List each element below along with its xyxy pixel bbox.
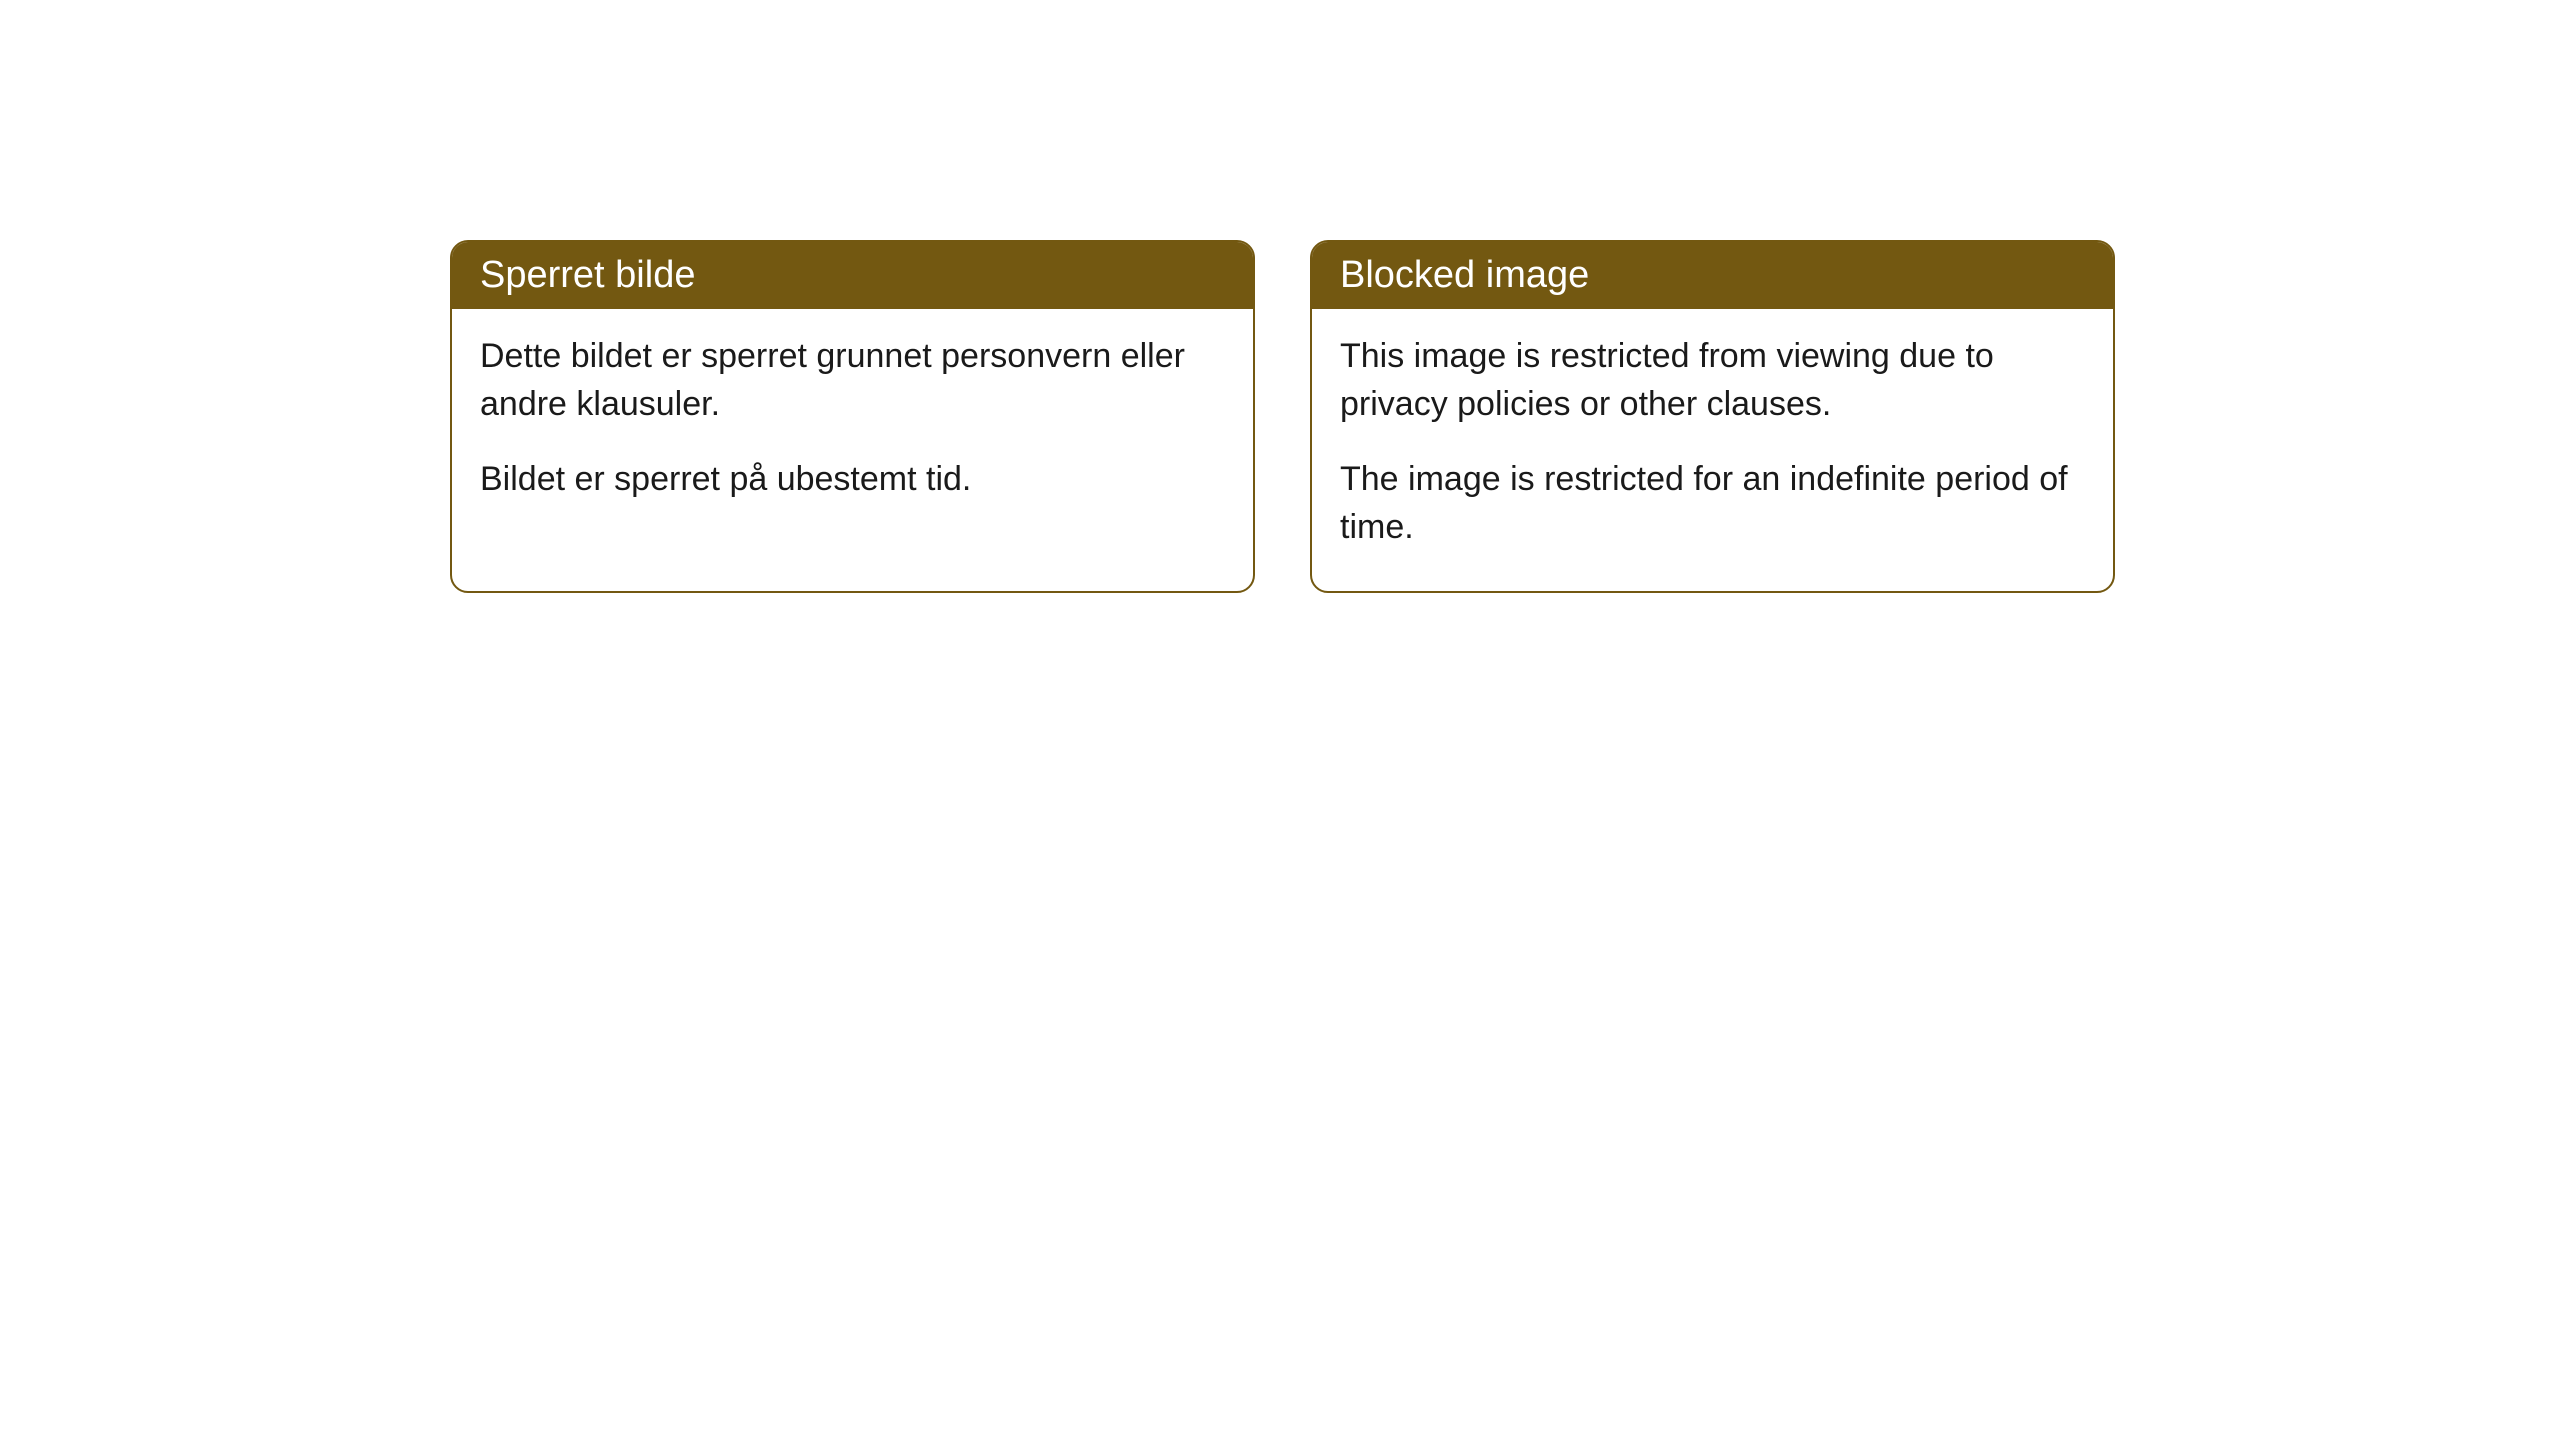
card-paragraph: The image is restricted for an indefinit… [1340, 456, 2085, 551]
blocked-image-card-english: Blocked image This image is restricted f… [1310, 240, 2115, 593]
card-body: This image is restricted from viewing du… [1312, 309, 2113, 591]
card-body: Dette bildet er sperret grunnet personve… [452, 309, 1253, 544]
card-header: Blocked image [1312, 242, 2113, 309]
card-title: Sperret bilde [480, 254, 695, 296]
card-paragraph: Dette bildet er sperret grunnet personve… [480, 333, 1225, 428]
card-paragraph: This image is restricted from viewing du… [1340, 333, 2085, 428]
notice-container: Sperret bilde Dette bildet er sperret gr… [0, 0, 2560, 593]
card-paragraph: Bildet er sperret på ubestemt tid. [480, 456, 1225, 504]
blocked-image-card-norwegian: Sperret bilde Dette bildet er sperret gr… [450, 240, 1255, 593]
card-title: Blocked image [1340, 254, 1589, 296]
card-header: Sperret bilde [452, 242, 1253, 309]
